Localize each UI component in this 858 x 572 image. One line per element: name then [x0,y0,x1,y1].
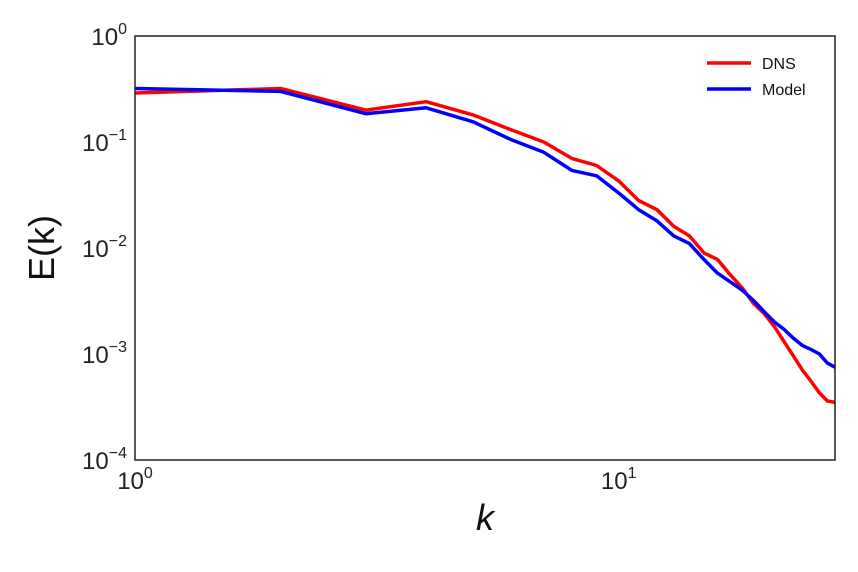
x-tick-label: 101 [601,465,637,495]
legend: DNS Model [707,56,806,99]
plot-area-frame [134,35,836,461]
x-tick-label: 100 [117,465,153,495]
y-axis-label: E(k) [21,215,62,281]
y-tick-label: 100 [91,21,127,51]
series-layer [134,86,836,405]
series-line-model [134,86,836,369]
legend-label-model: Model [762,82,806,99]
y-tick-label: 10−2 [82,233,127,263]
tick-layer: 100 101 100 10−1 10−2 10−3 10−4 [82,21,637,495]
series-line-dns [134,86,836,405]
y-tick-label: 10−1 [82,127,127,157]
y-tick-label: 10−3 [82,339,127,369]
y-tick-label: 10−4 [82,445,127,475]
x-axis-label: k [476,497,496,538]
legend-label-dns: DNS [762,56,796,73]
